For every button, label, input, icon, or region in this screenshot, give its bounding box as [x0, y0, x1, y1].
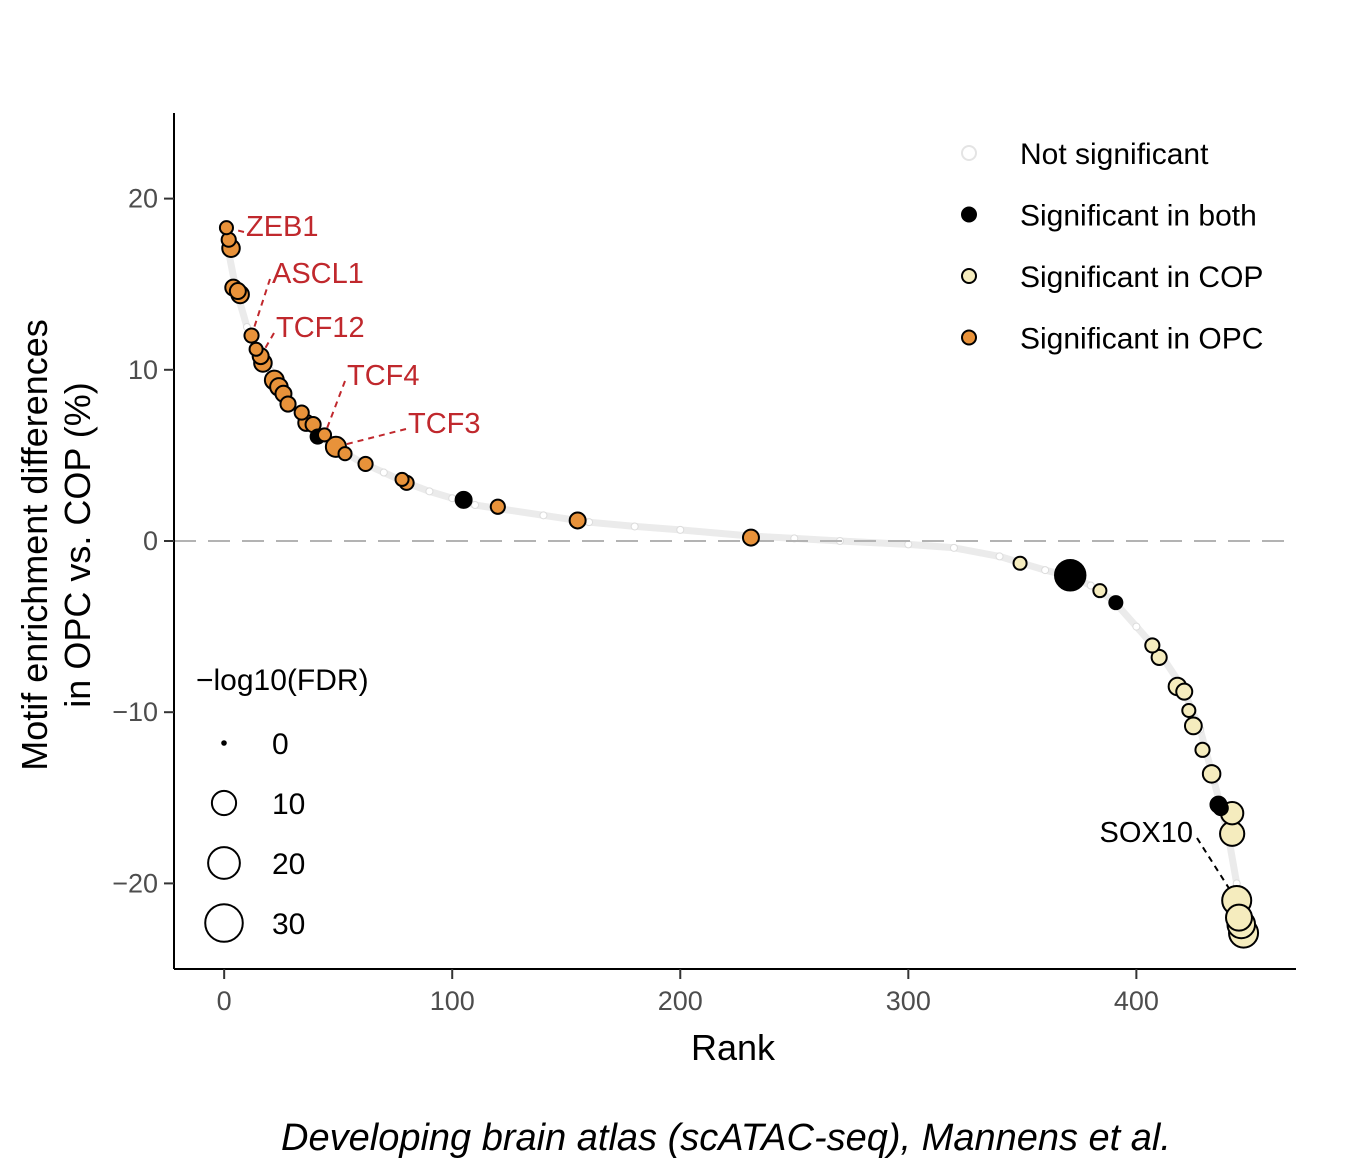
not-significant-point — [425, 487, 434, 496]
legend-key-not_significant — [961, 145, 977, 161]
data-point-opc — [248, 341, 264, 357]
legend-key-cop — [961, 268, 977, 284]
y-tick-label: 10 — [128, 355, 158, 385]
y-axis-title-line2: in OPC vs. COP (%) — [57, 382, 98, 707]
size-legend-title: −log10(FDR) — [196, 664, 369, 697]
size-legend-key — [210, 789, 238, 817]
x-axis-title: Rank — [691, 1027, 776, 1068]
size-legend-key — [221, 740, 227, 746]
size-legend-key — [204, 903, 244, 943]
not-significant-point — [379, 468, 388, 477]
not-significant-point — [995, 552, 1004, 561]
data-point-opc — [293, 404, 310, 421]
legend-key-both — [961, 206, 977, 223]
y-tick-label: 20 — [128, 184, 158, 214]
y-tick-label: 0 — [143, 526, 158, 556]
data-point-cop — [1012, 555, 1028, 571]
data-point-opc — [394, 471, 410, 487]
x-tick-label: 100 — [430, 986, 475, 1016]
data-point-cop — [1092, 583, 1108, 599]
data-point-opc — [337, 446, 353, 462]
x-tick-label: 0 — [217, 986, 232, 1016]
not-significant-point — [1041, 566, 1050, 575]
annotation-label: SOX10 — [1100, 817, 1194, 849]
x-tick-label: 200 — [658, 986, 703, 1016]
data-point-cop — [1225, 903, 1253, 932]
size-legend-label: 0 — [272, 728, 289, 761]
data-point-opc — [741, 528, 760, 547]
legend-label: Significant in COP — [1020, 261, 1263, 294]
not-significant-point — [471, 501, 480, 510]
annotation-label: TCF4 — [347, 360, 420, 392]
size-legend-label: 10 — [272, 788, 305, 821]
y-tick-label: −20 — [112, 868, 158, 898]
annotation-label: ZEB1 — [246, 211, 319, 243]
legend-label: Not significant — [1020, 138, 1209, 171]
data-point-cop — [1201, 764, 1222, 784]
legend-label: Significant in both — [1020, 200, 1257, 233]
y-tick-label: −10 — [112, 697, 158, 727]
data-point-opc — [243, 327, 260, 344]
data-point-cop — [1144, 637, 1161, 654]
data-point-cop — [1194, 741, 1211, 758]
annotation-labels-layer: ZEB1 ASCL1 TCF12 TCF4 TCF3 SOX10 — [246, 211, 1193, 849]
data-points-layer — [218, 220, 1260, 949]
data-point-cop — [1181, 702, 1197, 719]
annotation-leader-line — [250, 278, 271, 336]
annotation-label: ASCL1 — [272, 258, 364, 290]
legends-layer: Not significant Significant in both Signif… — [196, 138, 1263, 943]
not-significant-point — [539, 511, 548, 520]
annotation-label: TCF12 — [276, 312, 365, 344]
size-legend-label: 20 — [272, 848, 305, 881]
data-point-both — [1212, 799, 1229, 817]
data-point-both — [1054, 559, 1087, 592]
data-point-opc — [568, 511, 587, 530]
data-point-opc — [279, 395, 297, 413]
data-point-both — [1108, 595, 1124, 611]
size-legend-label: 30 — [272, 908, 305, 941]
data-point-both — [454, 490, 473, 509]
not-significant-point — [1086, 581, 1095, 590]
not-significant-point — [1132, 622, 1141, 631]
data-point-opc — [357, 455, 374, 473]
size-legend-key — [207, 846, 241, 880]
y-axis-title-line1: Motif enrichment differences — [14, 319, 55, 771]
data-point-opc — [489, 498, 506, 515]
x-tick-label: 300 — [886, 986, 931, 1016]
annotation-leader-line — [323, 380, 346, 436]
data-point-cop — [1175, 682, 1194, 701]
not-significant-point — [949, 543, 958, 552]
data-point-cop — [1183, 716, 1203, 736]
data-point-cop — [1150, 648, 1168, 666]
annotation-leader-line — [335, 428, 407, 448]
chart-caption: Developing brain atlas (scATAC-seq), Man… — [281, 1117, 1171, 1159]
data-point-opc — [228, 282, 247, 301]
legend-label: Significant in OPC — [1020, 323, 1263, 356]
not-significant-point — [630, 522, 639, 531]
not-significant-point — [676, 525, 685, 534]
annotation-label: TCF3 — [408, 408, 481, 440]
x-tick-label: 400 — [1114, 986, 1159, 1016]
data-point-opc — [316, 427, 333, 443]
data-point-opc — [218, 220, 234, 236]
annotation-leader-line — [1196, 837, 1238, 902]
legend-key-opc — [961, 329, 977, 346]
